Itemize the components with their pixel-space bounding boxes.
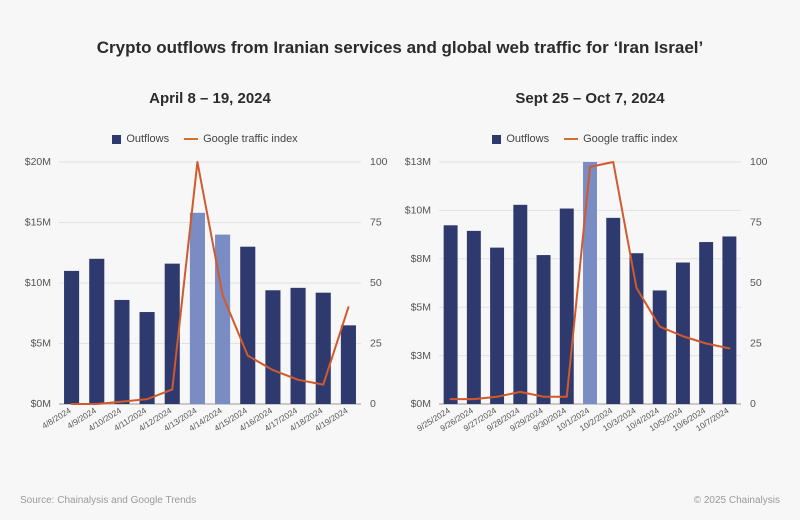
svg-text:100: 100 [370, 156, 388, 168]
svg-text:$13M: $13M [405, 156, 431, 168]
svg-text:$0M: $0M [411, 398, 431, 410]
svg-text:$5M: $5M [411, 301, 431, 313]
svg-text:25: 25 [750, 338, 762, 350]
svg-text:0: 0 [370, 398, 376, 410]
svg-text:$20M: $20M [25, 156, 51, 168]
svg-text:50: 50 [750, 277, 762, 289]
svg-text:$15M: $15M [25, 217, 51, 229]
svg-text:$10M: $10M [405, 205, 431, 217]
svg-text:$3M: $3M [411, 350, 431, 362]
svg-text:100: 100 [750, 156, 768, 168]
svg-text:75: 75 [750, 217, 762, 229]
svg-text:$10M: $10M [25, 277, 51, 289]
svg-text:0: 0 [750, 398, 756, 410]
svg-text:$8M: $8M [411, 253, 431, 265]
svg-text:$5M: $5M [31, 338, 51, 350]
svg-text:25: 25 [370, 338, 382, 350]
svg-text:75: 75 [370, 217, 382, 229]
svg-text:$0M: $0M [31, 398, 51, 410]
svg-text:50: 50 [370, 277, 382, 289]
